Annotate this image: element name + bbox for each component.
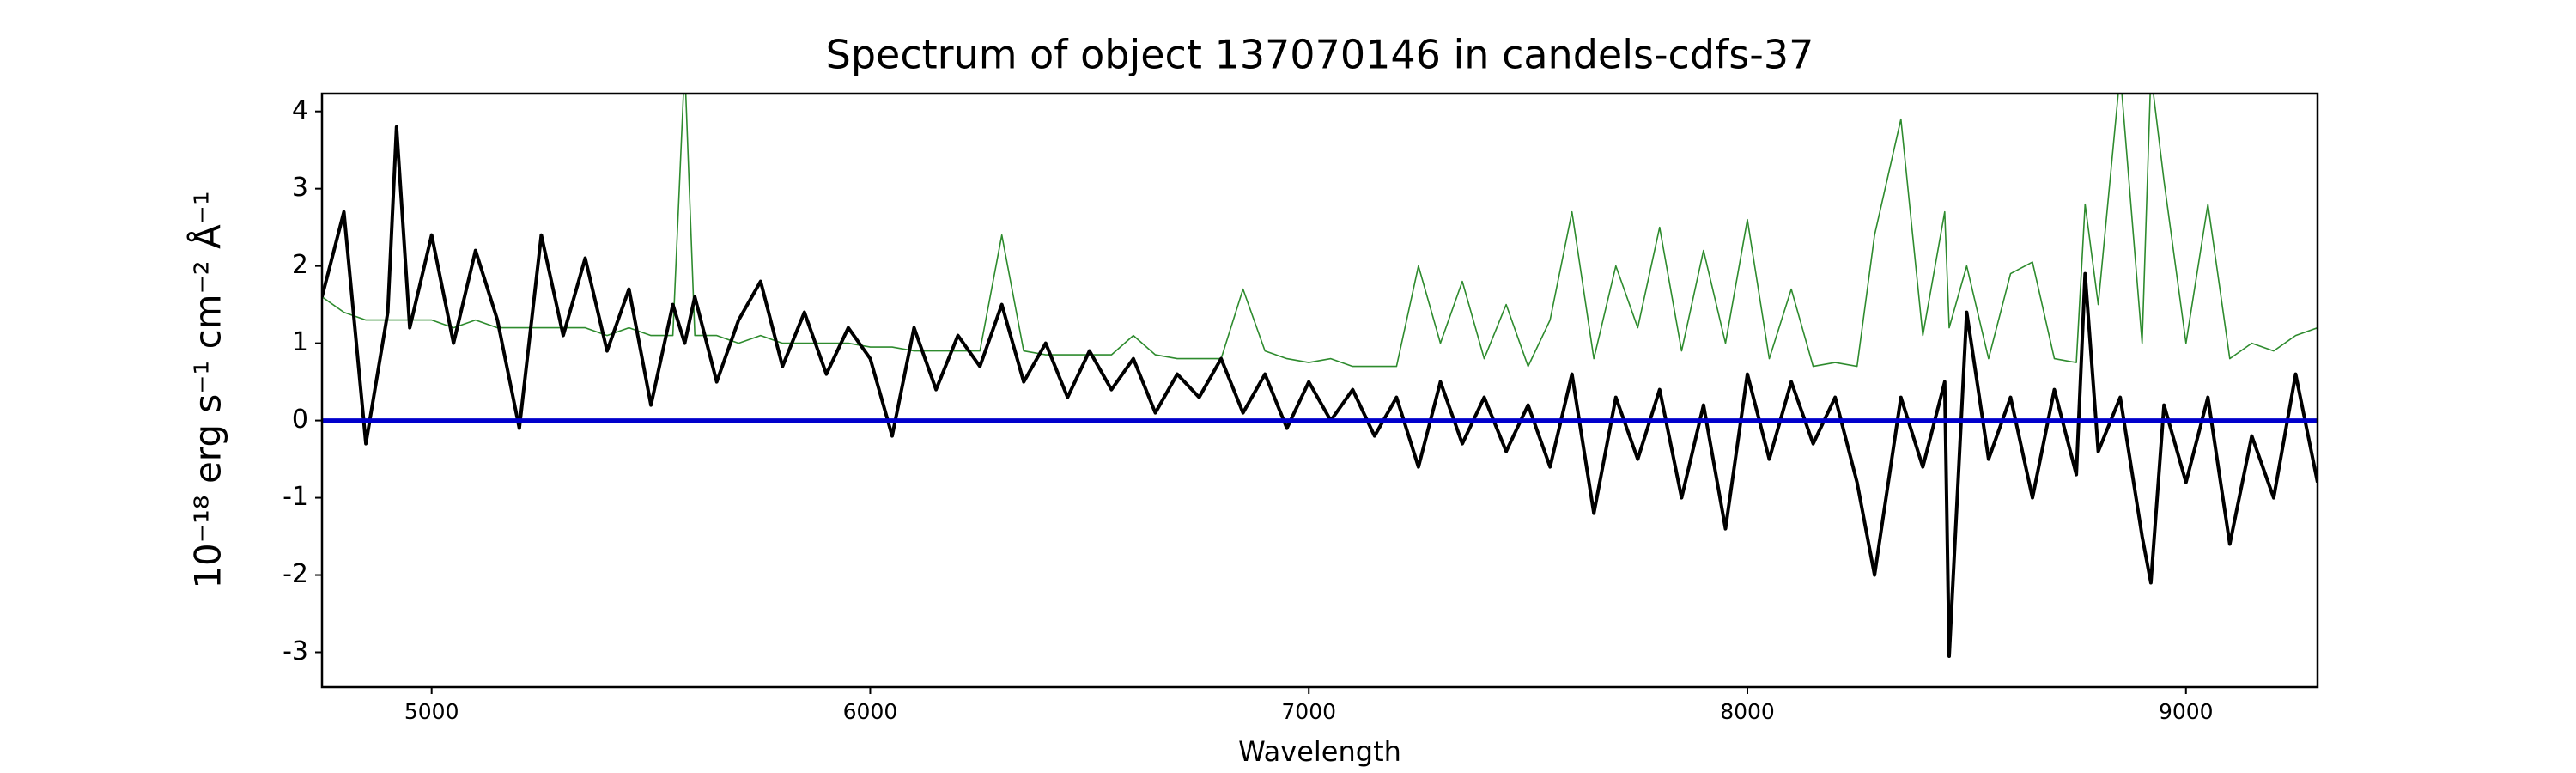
- spectrum-line: [322, 125, 2318, 658]
- plot-area: [322, 94, 2318, 658]
- y-tick-label: 4: [292, 95, 308, 125]
- x-tick-label: 8000: [1720, 699, 1775, 724]
- x-axis-label: Wavelength: [1238, 735, 1401, 768]
- x-tick-label: 6000: [843, 699, 898, 724]
- chart-title: Spectrum of object 137070146 in candels-…: [826, 32, 1814, 78]
- y-tick-label: -3: [283, 636, 308, 666]
- y-tick-label: -2: [283, 559, 308, 589]
- y-tick-label: 2: [292, 250, 308, 280]
- y-tick-label: 0: [292, 405, 308, 435]
- y-tick-label: 3: [292, 173, 308, 203]
- x-tick-label: 9000: [2159, 699, 2214, 724]
- y-tick-label: 1: [292, 327, 308, 357]
- x-tick-label: 7000: [1281, 699, 1336, 724]
- y-tick-label: -1: [283, 482, 308, 512]
- x-tick-label: 5000: [404, 699, 459, 724]
- y-axis-label: 10⁻¹⁸ erg s⁻¹ cm⁻² Å⁻¹: [186, 191, 229, 588]
- spectrum-line: [322, 94, 2318, 368]
- axes-frame: [320, 92, 2319, 689]
